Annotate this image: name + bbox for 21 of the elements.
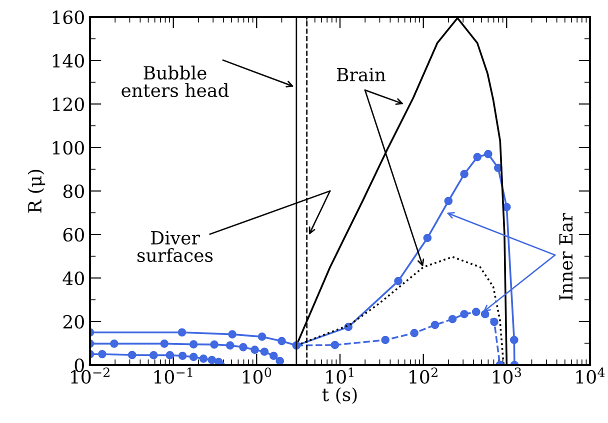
annotation: Inner Ear	[559, 213, 573, 300]
y-tick-label: 20	[63, 314, 84, 329]
y-axis-title: R (μ)	[28, 170, 46, 213]
x-tick-label: 10$^{4}$	[576, 368, 605, 384]
x-axis-title: t (s)	[322, 387, 357, 404]
y-tick-label: 60	[63, 228, 84, 242]
x-tick-label: 10$^{1}$	[326, 368, 354, 384]
y-tick-label: 100	[52, 140, 84, 155]
y-tick-label: 40	[62, 271, 84, 286]
x-tick-label: 10$^{0}$	[242, 368, 272, 384]
x-tick-label: 10$^{−1}$	[154, 368, 192, 384]
y-tick-label: 80	[63, 184, 84, 198]
annotation: Diver surfaces	[137, 231, 213, 262]
annotation: Bubble enters head	[122, 66, 229, 98]
x-tick-label: 10$^{3}$	[492, 368, 522, 384]
y-tick-label: 120	[52, 97, 84, 112]
x-tick-label: 10$^{2}$	[410, 368, 438, 384]
annotation: Brain	[336, 68, 386, 82]
y-tick-label: 160	[52, 10, 84, 24]
y-tick-label: 0	[74, 358, 84, 372]
y-tick-label: 140	[52, 54, 84, 68]
